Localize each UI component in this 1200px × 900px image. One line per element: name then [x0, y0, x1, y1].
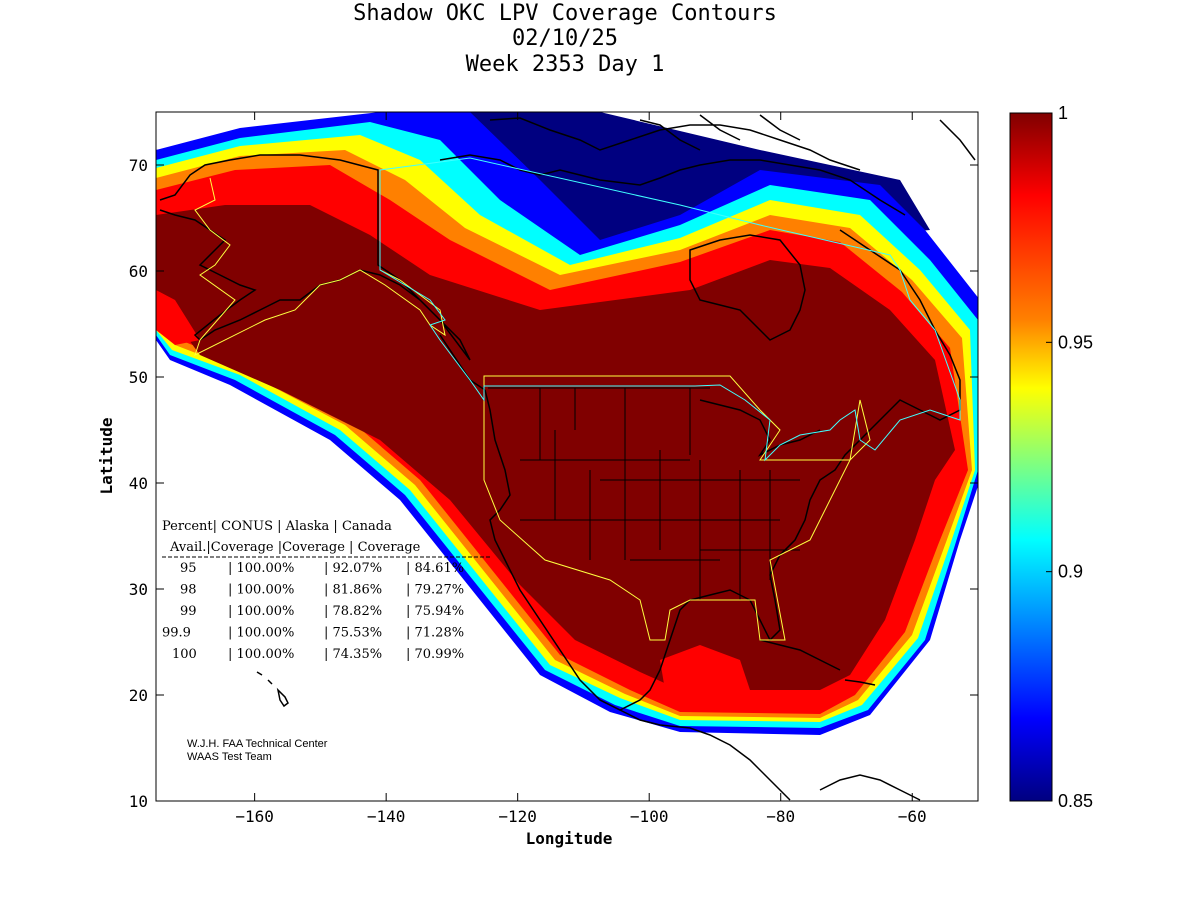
coastline-arctic — [439, 154, 906, 216]
chart-title-line2: 02/10/25 — [512, 26, 618, 51]
x-tick-label: −160 — [235, 807, 274, 826]
chart-title-line1: Shadow OKC LPV Coverage Contours — [353, 1, 777, 26]
y-axis-label: Latitude — [97, 417, 116, 494]
y-tick-label: 30 — [129, 580, 148, 599]
outline-alaska — [194, 177, 446, 356]
table-cell-alaska: | 74.35% — [324, 647, 382, 662]
x-tick-label: −120 — [498, 807, 537, 826]
table-cell-alaska: | 75.53% — [324, 626, 382, 641]
colorbar-tick-label: 0.95 — [1058, 332, 1093, 352]
outline-conus — [483, 375, 871, 641]
plot-border — [155, 111, 979, 802]
coastline-arctic-islands — [489, 114, 976, 171]
table-cell-conus: | 100.00% — [228, 647, 294, 662]
coastline-great-lakes — [699, 399, 821, 457]
outline-canada — [379, 157, 961, 462]
y-tick-label: 10 — [129, 792, 148, 811]
table-cell-percent: 99 — [180, 604, 197, 619]
x-axis-label: Longitude — [526, 829, 613, 848]
credit-line2: WAAS Test Team — [187, 751, 272, 763]
colorbar-tick-label: 0.85 — [1058, 791, 1093, 811]
colorbar-tick-label: 1 — [1058, 103, 1068, 123]
y-tick-label: 40 — [129, 474, 148, 493]
coverage-table: Percent| CONUS | Alaska | Canada Avail.|… — [162, 519, 490, 662]
coastline-hudson-bay — [689, 234, 806, 341]
x-tick-label: −80 — [766, 807, 795, 826]
table-cell-canada: | 84.61% — [406, 561, 464, 576]
x-axis: −160 −140 −120 −100 −80 −60 — [235, 112, 927, 826]
table-cell-canada: | 70.99% — [406, 647, 464, 662]
table-cell-percent: 95 — [180, 561, 197, 576]
y-axis: 10 20 30 40 50 60 70 — [129, 156, 978, 811]
coastline-hispaniola — [844, 679, 876, 686]
contour-patch-red-2 — [156, 290, 200, 345]
state-lines — [488, 387, 800, 600]
state-boundaries — [488, 387, 800, 600]
table-cell-conus: | 100.00% — [228, 583, 294, 598]
table-rows: 95 | 100.00% | 92.07% | 84.61% 98 | 100.00% | … — [162, 561, 464, 662]
table-cell-canada: | 75.94% — [406, 604, 464, 619]
table-cell-conus: | 100.00% — [228, 561, 294, 576]
x-tick-label: −100 — [630, 807, 669, 826]
coastline-cuba — [759, 639, 841, 671]
table-cell-percent: 100 — [172, 647, 197, 662]
y-tick-label: 20 — [129, 686, 148, 705]
y-tick-label: 50 — [129, 368, 148, 387]
table-cell-percent: 99.9 — [162, 626, 191, 641]
table-cell-canada: | 79.27% — [406, 583, 464, 598]
table-cell-conus: | 100.00% — [228, 626, 294, 641]
table-cell-alaska: | 81.86% — [324, 583, 382, 598]
coastline-hawaii — [256, 671, 289, 708]
x-tick-label: −60 — [898, 807, 927, 826]
colorbar — [1009, 112, 1053, 802]
chart-title-line3: Week 2353 Day 1 — [465, 52, 665, 77]
y-tick-label: 70 — [129, 156, 148, 175]
table-cell-percent: 98 — [180, 583, 197, 598]
colorbar-tick-label: 0.9 — [1058, 562, 1083, 582]
table-header-row1: Percent| CONUS | Alaska | Canada — [162, 519, 392, 534]
coastline-west — [439, 334, 486, 391]
coastline-south-america — [819, 774, 921, 801]
table-cell-conus: | 100.00% — [228, 604, 294, 619]
coastline-central-america — [599, 699, 791, 801]
credit-line1: W.J.H. FAA Technical Center — [187, 738, 328, 750]
table-cell-alaska: | 78.82% — [324, 604, 382, 619]
contour-patch-red — [660, 645, 750, 705]
y-tick-label: 60 — [129, 262, 148, 281]
coastline-east — [484, 229, 961, 711]
table-header-row2: Avail.|Coverage |Coverage | Coverage — [169, 540, 421, 555]
colorbar-ticks: 1 0.95 0.9 0.85 — [1046, 103, 1093, 811]
x-tick-label: −140 — [367, 807, 406, 826]
table-cell-canada: | 71.28% — [406, 626, 464, 641]
region-outlines — [194, 157, 961, 641]
table-cell-alaska: | 92.07% — [324, 561, 382, 576]
